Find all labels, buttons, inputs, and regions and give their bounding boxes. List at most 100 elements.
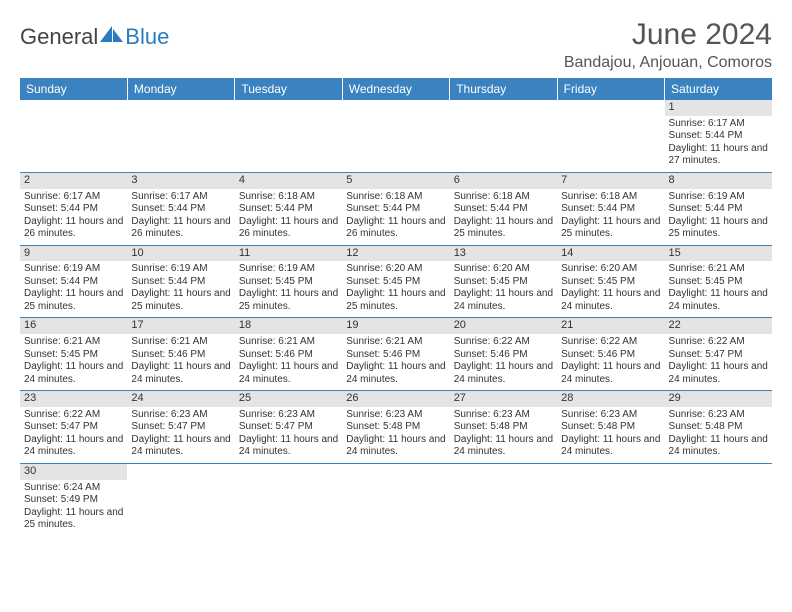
daylight-text: Daylight: 11 hours and 24 minutes. (346, 361, 445, 386)
daylight-text: Daylight: 11 hours and 24 minutes. (24, 361, 123, 386)
sunrise-text: Sunrise: 6:23 AM (669, 409, 768, 422)
day-number: 26 (342, 391, 449, 407)
daylight-text: Daylight: 11 hours and 25 minutes. (346, 288, 445, 313)
daylight-text: Daylight: 11 hours and 25 minutes. (239, 288, 338, 313)
calendar-cell: 4Sunrise: 6:18 AMSunset: 5:44 PMDaylight… (235, 172, 342, 245)
day-number: 14 (557, 246, 664, 262)
sunset-text: Sunset: 5:45 PM (239, 276, 338, 289)
day-number: 29 (665, 391, 772, 407)
sunrise-text: Sunrise: 6:21 AM (346, 336, 445, 349)
calendar-cell (450, 463, 557, 535)
sunrise-text: Sunrise: 6:20 AM (561, 263, 660, 276)
day-number: 3 (127, 173, 234, 189)
sunset-text: Sunset: 5:47 PM (131, 421, 230, 434)
title-block: June 2024 Bandajou, Anjouan, Comoros (564, 18, 772, 72)
calendar-body: 1Sunrise: 6:17 AMSunset: 5:44 PMDaylight… (20, 100, 772, 536)
calendar-cell (342, 100, 449, 172)
sunrise-text: Sunrise: 6:17 AM (24, 191, 123, 204)
sunset-text: Sunset: 5:45 PM (561, 276, 660, 289)
sunrise-text: Sunrise: 6:23 AM (346, 409, 445, 422)
calendar-cell: 11Sunrise: 6:19 AMSunset: 5:45 PMDayligh… (235, 245, 342, 318)
day-number: 15 (665, 246, 772, 262)
calendar-week-row: 9Sunrise: 6:19 AMSunset: 5:44 PMDaylight… (20, 245, 772, 318)
calendar-cell (20, 100, 127, 172)
sunset-text: Sunset: 5:49 PM (24, 494, 123, 507)
day-number: 30 (20, 464, 127, 480)
daylight-text: Daylight: 11 hours and 26 minutes. (239, 216, 338, 241)
calendar-cell: 3Sunrise: 6:17 AMSunset: 5:44 PMDaylight… (127, 172, 234, 245)
day-number: 4 (235, 173, 342, 189)
sunrise-text: Sunrise: 6:23 AM (239, 409, 338, 422)
sunrise-text: Sunrise: 6:23 AM (131, 409, 230, 422)
sunset-text: Sunset: 5:46 PM (346, 349, 445, 362)
sunset-text: Sunset: 5:46 PM (131, 349, 230, 362)
generalblue-logo: General Blue (20, 18, 169, 50)
page-header: General Blue June 2024 Bandajou, Anjouan… (20, 18, 772, 72)
daylight-text: Daylight: 11 hours and 26 minutes. (346, 216, 445, 241)
calendar-week-row: 23 Sunrise: 6:22 AM Sunset: 5:47 PM Dayligh… (20, 391, 772, 464)
daylight-text: Daylight: 11 hours and 26 minutes. (131, 216, 230, 241)
daylight-text: Daylight: 11 hours and 25 minutes. (24, 288, 123, 313)
day-number: 25 (235, 391, 342, 407)
day-number: 20 (450, 318, 557, 334)
calendar-cell: 14Sunrise: 6:20 AMSunset: 5:45 PMDayligh… (557, 245, 664, 318)
dayheader-sunday: Sunday (20, 78, 127, 100)
daylight-text: Daylight: 11 hours and 24 minutes. (561, 434, 660, 459)
sunset-text: Sunset: 5:45 PM (346, 276, 445, 289)
sunrise-text: Sunrise: 6:23 AM (454, 409, 553, 422)
daylight-text: Daylight: 11 hours and 24 minutes. (131, 361, 230, 386)
daylight-text: Daylight: 11 hours and 24 minutes. (454, 434, 553, 459)
sunset-text: Sunset: 5:44 PM (669, 130, 768, 143)
sunrise-text: Sunrise: 6:17 AM (131, 191, 230, 204)
calendar-cell (665, 463, 772, 535)
calendar-cell: 18Sunrise: 6:21 AMSunset: 5:46 PMDayligh… (235, 318, 342, 391)
sunrise-text: Sunrise: 6:22 AM (454, 336, 553, 349)
day-number: 5 (342, 173, 449, 189)
calendar-cell: 26Sunrise: 6:23 AMSunset: 5:48 PMDayligh… (342, 391, 449, 464)
calendar-cell: 16Sunrise: 6:21 AMSunset: 5:45 PMDayligh… (20, 318, 127, 391)
calendar-cell: 19Sunrise: 6:21 AMSunset: 5:46 PMDayligh… (342, 318, 449, 391)
day-number: 22 (665, 318, 772, 334)
daylight-text: Daylight: 11 hours and 24 minutes. (24, 434, 123, 459)
month-title: June 2024 (564, 18, 772, 52)
day-number: 27 (450, 391, 557, 407)
location-subtitle: Bandajou, Anjouan, Comoros (564, 54, 772, 72)
sunset-text: Sunset: 5:47 PM (669, 349, 768, 362)
sunrise-text: Sunrise: 6:18 AM (346, 191, 445, 204)
calendar-cell: 20Sunrise: 6:22 AMSunset: 5:46 PMDayligh… (450, 318, 557, 391)
sunrise-text: Sunrise: 6:20 AM (346, 263, 445, 276)
calendar-cell (342, 463, 449, 535)
sunrise-text: Sunrise: 6:22 AM (24, 409, 123, 422)
dayheader-wednesday: Wednesday (342, 78, 449, 100)
calendar-cell: 15Sunrise: 6:21 AMSunset: 5:45 PMDayligh… (665, 245, 772, 318)
sunrise-text: Sunrise: 6:19 AM (239, 263, 338, 276)
calendar-cell: 13Sunrise: 6:20 AMSunset: 5:45 PMDayligh… (450, 245, 557, 318)
daylight-text: Daylight: 11 hours and 26 minutes. (24, 216, 123, 241)
day-number: 8 (665, 173, 772, 189)
logo-text-general: General (20, 24, 98, 50)
daylight-text: Daylight: 11 hours and 24 minutes. (346, 434, 445, 459)
calendar-cell: 2Sunrise: 6:17 AMSunset: 5:44 PMDaylight… (20, 172, 127, 245)
day-number: 10 (127, 246, 234, 262)
sunrise-text: Sunrise: 6:22 AM (561, 336, 660, 349)
calendar-cell: 12Sunrise: 6:20 AMSunset: 5:45 PMDayligh… (342, 245, 449, 318)
sunrise-text: Sunrise: 6:19 AM (24, 263, 123, 276)
calendar-week-row: 30Sunrise: 6:24 AMSunset: 5:49 PMDayligh… (20, 463, 772, 535)
daylight-text: Daylight: 11 hours and 25 minutes. (669, 216, 768, 241)
day-number: 23 (20, 391, 127, 407)
sunset-text: Sunset: 5:46 PM (239, 349, 338, 362)
daylight-text: Daylight: 11 hours and 24 minutes. (454, 288, 553, 313)
sunset-text: Sunset: 5:44 PM (24, 276, 123, 289)
day-number: 21 (557, 318, 664, 334)
sunrise-text: Sunrise: 6:24 AM (24, 482, 123, 495)
sunset-text: Sunset: 5:44 PM (454, 203, 553, 216)
sunrise-text: Sunrise: 6:21 AM (131, 336, 230, 349)
day-number: 24 (127, 391, 234, 407)
day-number: 16 (20, 318, 127, 334)
sunset-text: Sunset: 5:44 PM (24, 203, 123, 216)
sunset-text: Sunset: 5:48 PM (669, 421, 768, 434)
day-number: 28 (557, 391, 664, 407)
daylight-text: Daylight: 11 hours and 25 minutes. (561, 216, 660, 241)
sunset-text: Sunset: 5:45 PM (669, 276, 768, 289)
calendar-cell: 9Sunrise: 6:19 AMSunset: 5:44 PMDaylight… (20, 245, 127, 318)
